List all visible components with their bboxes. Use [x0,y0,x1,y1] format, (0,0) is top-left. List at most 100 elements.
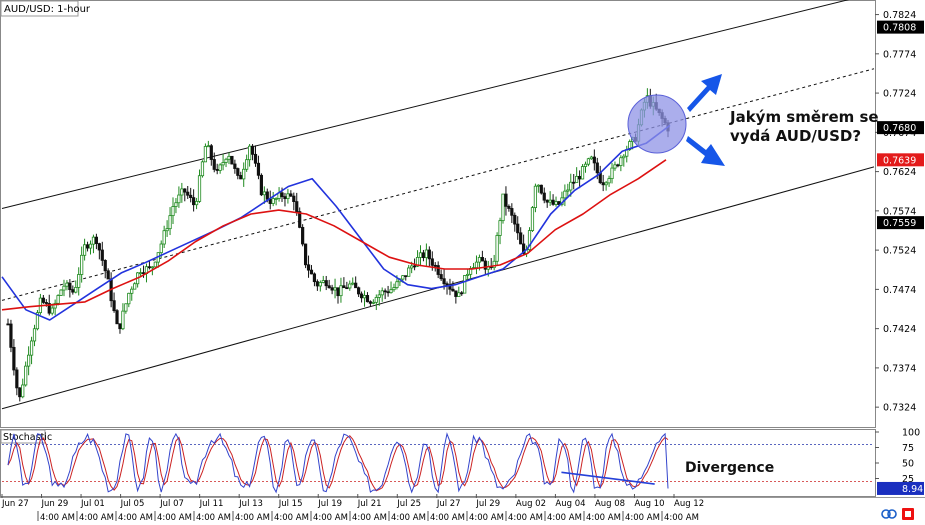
time-label: 4:00 AM [625,513,660,523]
candle-body [583,163,588,167]
stoch-tick-label: 25 [902,474,914,485]
candle-body [168,215,172,230]
candle-body [572,181,576,184]
candle-body [256,162,261,176]
candle-body [460,292,464,295]
date-label: Jul 29 [475,499,500,509]
candle-body [50,307,54,314]
date-label: Jun 29 [41,499,69,509]
candle-body [339,285,343,297]
price-tick-label: 0.7724 [883,89,916,100]
link-icon[interactable] [881,509,897,519]
candle-body [510,208,514,216]
channel-upper-line [1,0,850,209]
candle-body [492,260,496,269]
candle-body [218,164,222,171]
candle-body [380,290,384,296]
time-label: 4:00 AM [274,513,309,523]
candle-body [451,288,455,292]
candle-body [121,310,125,330]
date-axis: Jun 27 Jun 29 Jul 01 Jul 05 Jul 07 Jul 11 Jul … [1,494,704,509]
candle-body [242,168,246,180]
candle-body [289,193,293,197]
candle-body [215,169,219,171]
stochastic-oscillator [2,432,874,494]
candle-body [433,264,437,267]
candle-body [548,199,552,203]
divergence-label: Divergence [685,460,774,476]
candle-body [47,303,51,314]
date-label: Jun 27 [1,499,29,509]
candle-body [106,270,110,280]
candle-body [65,282,69,287]
price-tick-label: 0.7574 [883,206,916,217]
moving-averages [1,124,671,321]
candle-body [174,202,178,207]
candle-body [171,206,175,217]
candle-body [580,166,585,180]
candle-body [224,158,228,163]
candle-body [586,158,591,165]
candle-body [619,157,623,166]
date-label: Jul 25 [396,499,421,509]
candle-body [439,274,443,280]
price-tag-label: 0.7559 [883,218,916,229]
settings-icon[interactable] [902,508,914,520]
candle-body [536,184,540,187]
date-label: Aug 08 [595,499,625,509]
candle-body [374,297,378,303]
time-label: 4:00 AM [313,513,348,523]
candle-body [563,190,567,199]
date-label: Jul 07 [159,499,184,509]
candle-body [250,145,255,155]
candle-body [404,275,408,278]
candle-body [85,244,90,249]
candle-body [221,162,225,166]
date-label: Jul 05 [120,499,145,509]
candle-body [24,365,28,386]
candle-body [303,243,308,266]
stoch-tick-label: 75 [902,443,914,454]
candle-body [88,243,93,249]
price-tick-label: 0.7474 [883,285,916,296]
candle-body [530,207,535,231]
candle-body [383,290,387,293]
candle-body [239,175,243,180]
price-tag-label: 0.7680 [883,123,916,134]
price-tag [877,153,924,167]
ma-blue-line [1,124,671,321]
candle-body [418,252,423,258]
candle-body [466,273,470,276]
candle-body [274,198,278,200]
candle-body [436,265,440,275]
candle-body [389,289,393,294]
candle-body [362,295,367,299]
candle-body [133,283,137,290]
candle-body [262,191,266,196]
candle-body [539,184,543,194]
candle-body [607,178,611,184]
candle-body [183,188,187,193]
candle-body [495,235,499,262]
candle-body [501,193,505,222]
candle-body [53,302,57,309]
price-tick-label: 0.7824 [883,10,916,21]
candle-body [62,285,66,291]
time-axis: 4:00 AM 4:00 AM 4:00 AM 4:00 AM 4:00 AM 4:00 … [37,511,699,523]
candle-body [604,182,608,186]
date-label: Jul 21 [357,499,382,509]
candle-body [209,145,213,160]
candle-body [324,280,328,287]
candle-body [6,323,10,326]
price-tick-label: 0.7624 [883,167,916,178]
candle-body [430,258,434,266]
candle-body [348,283,352,289]
candle-body [336,287,340,297]
time-label: 4:00 AM [79,513,114,523]
price-tag-label: 0.7808 [883,23,916,34]
candle-body [519,232,523,245]
candle-body [271,198,275,204]
candle-body [592,156,596,164]
time-label: 4:00 AM [196,513,231,523]
